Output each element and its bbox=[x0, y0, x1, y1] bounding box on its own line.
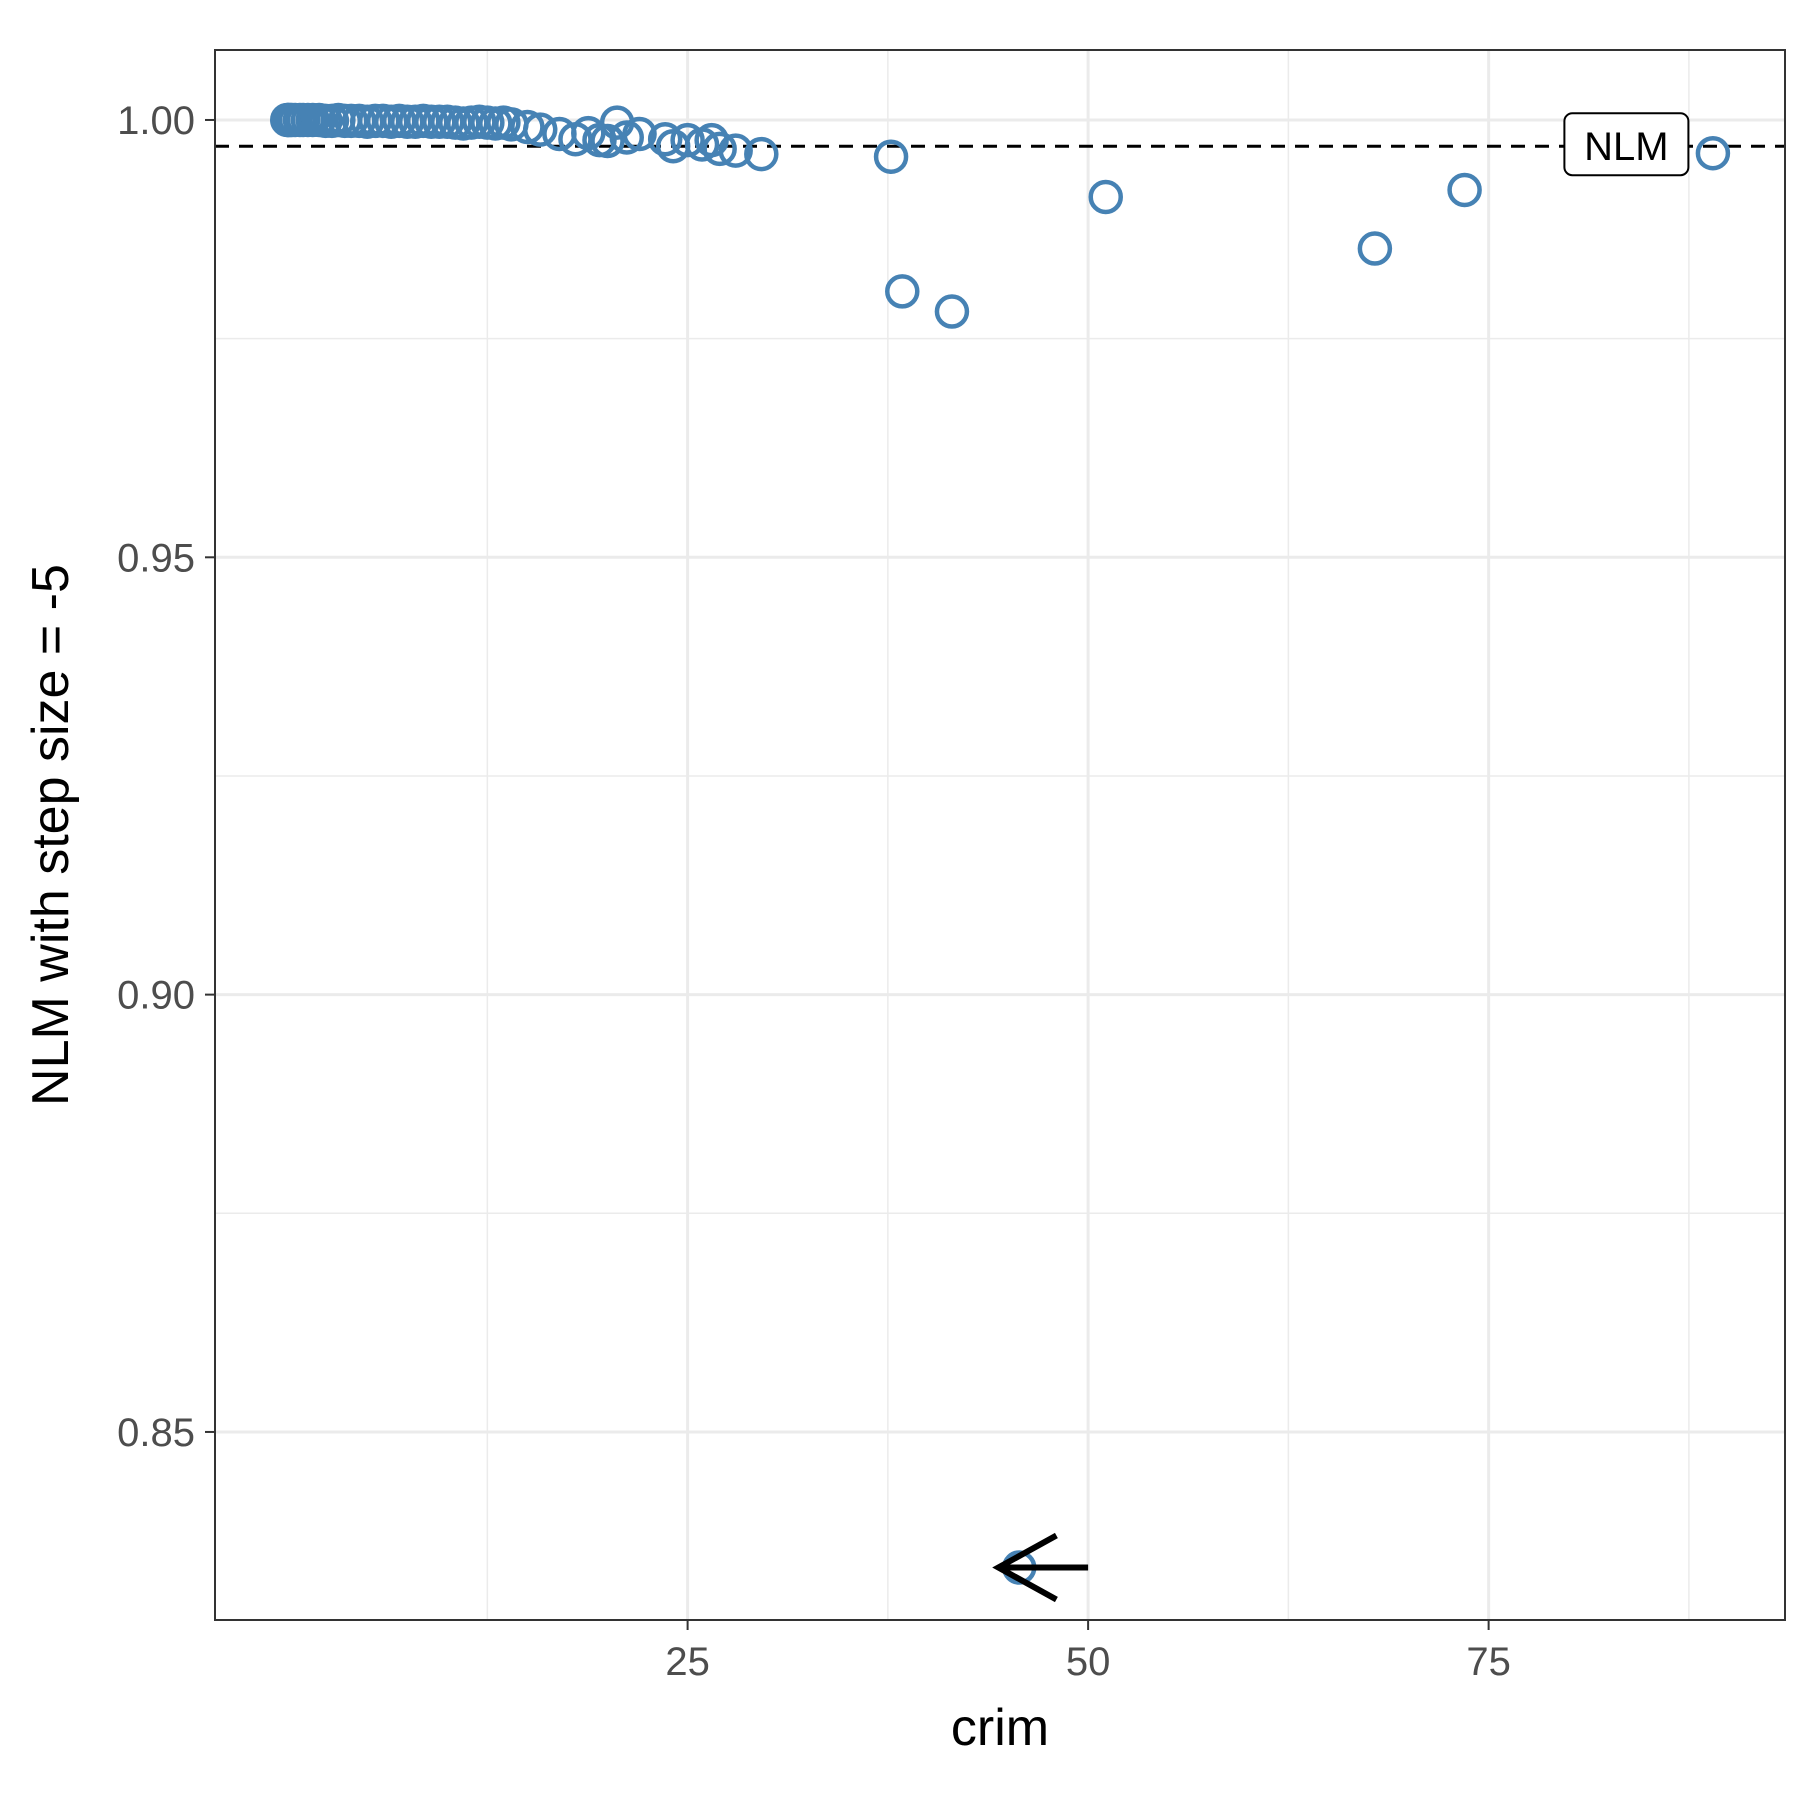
annotations: NLM bbox=[992, 112, 1690, 1603]
data-point bbox=[670, 122, 705, 158]
data-point bbox=[885, 274, 920, 309]
x-tick-label: 50 bbox=[1066, 1640, 1111, 1684]
x-tick-label: 75 bbox=[1466, 1640, 1511, 1684]
y-tick-label: 0.90 bbox=[117, 974, 195, 1018]
data-point bbox=[1447, 172, 1482, 208]
plot-panel-border bbox=[214, 49, 1786, 1621]
data-point bbox=[590, 123, 625, 159]
data-point bbox=[1695, 135, 1731, 171]
data-point bbox=[622, 116, 657, 152]
x-tick-label: 25 bbox=[665, 1640, 710, 1684]
reference-line-label-box bbox=[1563, 112, 1690, 177]
data-point bbox=[510, 109, 545, 145]
data-point bbox=[873, 139, 909, 174]
data-points bbox=[270, 102, 1731, 1585]
data-point bbox=[522, 112, 558, 147]
y-axis-ticks: 0.85 0.90 0.95 1.00 bbox=[117, 99, 215, 1455]
y-tick-label: 1.00 bbox=[117, 99, 195, 143]
data-point bbox=[702, 131, 737, 167]
x-axis-ticks: 25 50 75 bbox=[665, 1620, 1511, 1684]
data-point bbox=[744, 136, 779, 172]
grid bbox=[215, 50, 1785, 1620]
data-point bbox=[647, 121, 683, 157]
y-tick-label: 0.95 bbox=[117, 536, 195, 580]
y-tick-label: 0.85 bbox=[117, 1411, 195, 1455]
data-point bbox=[934, 294, 970, 329]
x-axis-title: crim bbox=[951, 1699, 1049, 1757]
reference-line-label: NLM bbox=[1584, 125, 1668, 169]
data-point bbox=[1088, 179, 1123, 215]
data-point bbox=[718, 133, 753, 168]
arrow-head bbox=[992, 1532, 1058, 1603]
y-axis-title: NLM with step size = -5 bbox=[22, 564, 80, 1106]
data-point bbox=[1357, 231, 1393, 266]
